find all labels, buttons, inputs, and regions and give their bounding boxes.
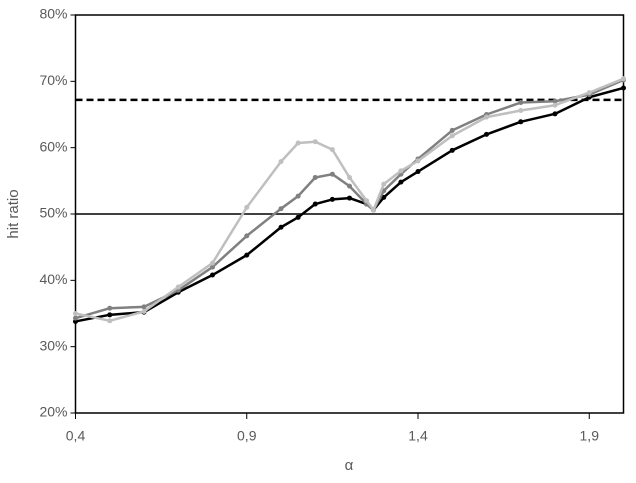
data-point	[107, 305, 113, 311]
data-point	[107, 318, 113, 324]
data-point	[552, 111, 558, 117]
data-point	[141, 304, 147, 310]
data-point	[244, 233, 250, 239]
data-point	[449, 133, 455, 139]
data-point	[329, 171, 335, 177]
y-tick-label: 70%	[39, 72, 67, 88]
data-point	[347, 195, 352, 201]
data-point	[73, 315, 78, 321]
series-line	[75, 86, 624, 323]
data-point	[312, 139, 318, 145]
data-point	[244, 204, 250, 210]
data-point	[312, 175, 318, 181]
data-point	[278, 206, 284, 212]
y-tick-label: 50%	[39, 205, 67, 221]
y-axis-label: hit ratio	[5, 189, 22, 238]
data-point	[295, 193, 301, 199]
data-point	[484, 131, 489, 137]
data-point	[484, 114, 489, 120]
data-point	[295, 214, 301, 220]
data-point	[415, 169, 421, 175]
data-point	[449, 147, 455, 153]
data-point	[364, 198, 370, 204]
data-point	[552, 98, 558, 104]
data-point	[370, 207, 376, 213]
data-point	[518, 108, 524, 114]
data-point	[141, 309, 147, 315]
x-tick-label: 1,4	[408, 428, 428, 444]
data-point	[329, 196, 335, 202]
y-tick-label: 40%	[39, 271, 67, 287]
data-point	[518, 119, 524, 125]
x-tick-label: 1,9	[580, 428, 600, 444]
data-point	[347, 175, 352, 181]
data-point	[210, 260, 215, 266]
y-tick-label: 60%	[39, 138, 67, 154]
data-point	[621, 85, 626, 91]
data-point	[295, 140, 301, 146]
data-point	[586, 90, 592, 96]
data-point	[398, 168, 404, 174]
data-point	[415, 158, 421, 164]
data-point	[278, 224, 284, 230]
data-point	[73, 311, 78, 316]
data-point	[381, 181, 387, 187]
x-tick-label: 0,4	[66, 428, 86, 444]
data-point	[621, 76, 626, 82]
data-point	[518, 100, 524, 106]
data-point	[381, 194, 387, 200]
data-point	[347, 183, 352, 189]
series-line	[75, 78, 624, 320]
data-point	[278, 159, 284, 165]
y-tick-label: 80%	[39, 6, 67, 22]
data-point	[312, 201, 318, 207]
data-point	[244, 252, 250, 258]
series-line	[75, 77, 624, 323]
x-tick-label: 0,9	[237, 428, 257, 444]
data-point	[398, 179, 404, 185]
y-tick-label: 20%	[39, 404, 67, 420]
data-point	[210, 272, 215, 278]
data-point	[175, 284, 181, 290]
data-point	[449, 127, 455, 133]
y-tick-label: 30%	[39, 337, 67, 353]
x-axis-label: α	[345, 457, 354, 474]
data-point	[107, 312, 113, 318]
data-point	[329, 147, 335, 153]
data-point	[552, 102, 558, 108]
data-point	[210, 264, 215, 270]
